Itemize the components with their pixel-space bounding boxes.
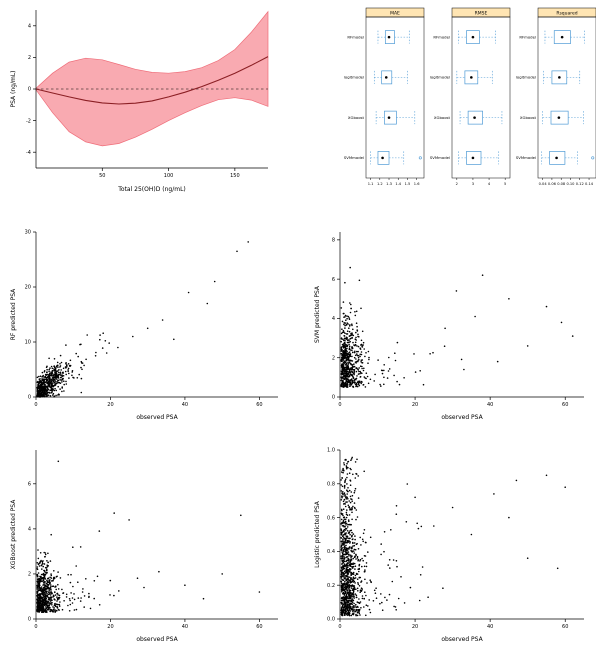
svg-text:0.10: 0.10 (566, 182, 575, 186)
svg-text:1.4: 1.4 (395, 182, 401, 186)
svg-text:logitmodel: logitmodel (344, 75, 364, 80)
svg-text:-4: -4 (26, 150, 31, 156)
svg-text:logitmodel: logitmodel (516, 75, 536, 80)
svg-text:60: 60 (256, 402, 262, 408)
svg-text:0.0: 0.0 (327, 617, 335, 623)
scatter-svg: 0 20 40 60 0 2 4 6 8 observed PSA SVM predicted PS… (314, 232, 584, 421)
svg-text:0: 0 (332, 395, 335, 401)
svg-text:20: 20 (107, 402, 113, 408)
svg-text:logitmodel: logitmodel (430, 75, 450, 80)
scatter-svg: 0 20 40 60 0.0 0.2 0.4 0.6 0.8 1.0 observed PSA Log… (314, 448, 584, 643)
svg-text:20: 20 (412, 402, 418, 408)
svg-text:0: 0 (28, 87, 31, 93)
scatter-svg: 0 20 40 60 0 10 20 30 observed PSA RF predicted P… (10, 230, 278, 421)
scatter-svm-predicted-vs-observed: 0 20 40 60 0 2 4 6 8 observed PSA SVM predicted PS… (310, 224, 594, 424)
svg-text:Total 25(OH)D (ng/mL): Total 25(OH)D (ng/mL) (117, 186, 186, 193)
svg-text:0: 0 (338, 624, 341, 630)
svg-text:20: 20 (412, 624, 418, 630)
svg-text:-2: -2 (26, 118, 31, 124)
svg-text:RFmodel: RFmodel (519, 34, 536, 39)
svg-text:XGboost: XGboost (348, 115, 365, 120)
svg-text:100: 100 (164, 173, 174, 179)
svg-text:0.14: 0.14 (585, 182, 594, 186)
svg-text:10: 10 (25, 340, 31, 346)
svg-text:3: 3 (472, 182, 474, 186)
svg-text:SVMmodel: SVMmodel (344, 155, 364, 160)
svg-text:RF predicted PSA: RF predicted PSA (10, 288, 17, 340)
svg-text:0: 0 (338, 402, 341, 408)
svg-text:1.5: 1.5 (405, 182, 411, 186)
svg-text:0.2: 0.2 (327, 583, 335, 589)
svg-text:RMSE: RMSE (475, 11, 488, 17)
svg-text:60: 60 (562, 624, 568, 630)
svg-text:2: 2 (28, 572, 31, 578)
svg-text:0.08: 0.08 (557, 182, 566, 186)
svg-text:observed PSA: observed PSA (136, 636, 178, 643)
svg-text:Rsquared: Rsquared (556, 11, 577, 17)
svg-text:observed PSA: observed PSA (441, 414, 483, 421)
svg-text:150: 150 (230, 173, 240, 179)
band-line-svg: 50 100 150 -4 -2 0 2 4 Total 25(OH)D (ng/mL) PSA … (10, 10, 269, 193)
scatter-svg: 0 20 40 60 0 2 4 6 observed PSA XGBoost predicted… (10, 450, 278, 643)
svg-text:1.6: 1.6 (414, 182, 420, 186)
svg-text:RFmodel: RFmodel (347, 34, 364, 39)
svg-text:40: 40 (487, 624, 493, 630)
svg-text:PSA (ng/mL): PSA (ng/mL) (10, 70, 17, 107)
svg-text:XGboost: XGboost (520, 115, 537, 120)
svg-text:60: 60 (256, 624, 262, 630)
model-comparison-boxplots: MAE 1.1 1.2 1.3 1.4 1.5 1.6 RFmodel logitmodel XG… (342, 2, 596, 196)
svg-text:0.06: 0.06 (548, 182, 557, 186)
svg-text:5: 5 (504, 182, 506, 186)
svg-text:6: 6 (28, 482, 31, 488)
svg-text:RFmodel: RFmodel (433, 34, 450, 39)
svg-text:1.1: 1.1 (368, 182, 374, 186)
svg-text:observed PSA: observed PSA (136, 414, 178, 421)
svg-text:2: 2 (332, 355, 335, 361)
svg-text:30: 30 (25, 230, 31, 236)
svg-text:Logistic predicted PSA: Logistic predicted PSA (314, 500, 321, 568)
svg-text:0.6: 0.6 (327, 515, 335, 521)
svg-text:40: 40 (487, 402, 493, 408)
svg-text:4: 4 (332, 316, 335, 322)
svg-text:1.0: 1.0 (327, 448, 335, 454)
svg-text:4: 4 (28, 24, 31, 30)
svg-text:1.3: 1.3 (386, 182, 392, 186)
svg-text:SVM predicted PSA: SVM predicted PSA (314, 285, 321, 343)
svg-text:40: 40 (182, 402, 188, 408)
svg-text:0: 0 (34, 624, 37, 630)
svg-text:XGboost: XGboost (434, 115, 451, 120)
svg-text:0: 0 (28, 395, 31, 401)
svg-text:0.12: 0.12 (576, 182, 584, 186)
svg-text:MAE: MAE (390, 11, 400, 17)
svg-text:60: 60 (562, 402, 568, 408)
svg-text:4: 4 (488, 182, 491, 186)
svg-text:20: 20 (25, 285, 31, 291)
svg-text:1.2: 1.2 (377, 182, 383, 186)
svg-text:SVMmodel: SVMmodel (430, 155, 450, 160)
svg-text:observed PSA: observed PSA (441, 636, 483, 643)
svg-text:4: 4 (28, 527, 31, 533)
svg-text:20: 20 (107, 624, 113, 630)
spline-ci-plot: 50 100 150 -4 -2 0 2 4 Total 25(OH)D (ng/mL) PSA … (6, 4, 278, 196)
svg-text:0.04: 0.04 (539, 182, 548, 186)
svg-text:0.8: 0.8 (327, 482, 335, 488)
scatter-xgboost-predicted-vs-observed: 0 20 40 60 0 2 4 6 observed PSA XGBoost predicted… (6, 442, 288, 646)
scatter-rf-predicted-vs-observed: 0 20 40 60 0 10 20 30 observed PSA RF predicted P… (6, 224, 288, 424)
svg-text:8: 8 (332, 238, 335, 244)
svg-text:SVMmodel: SVMmodel (516, 155, 536, 160)
svg-text:6: 6 (332, 277, 335, 283)
svg-text:0.4: 0.4 (327, 549, 335, 555)
svg-text:0: 0 (28, 617, 31, 623)
svg-text:40: 40 (182, 624, 188, 630)
svg-text:XGBoost predicted PSA: XGBoost predicted PSA (10, 499, 17, 570)
svg-text:2: 2 (456, 182, 458, 186)
svg-text:0: 0 (34, 402, 37, 408)
scatter-logistic-predicted-vs-observed: 0 20 40 60 0.0 0.2 0.4 0.6 0.8 1.0 observed PSA Log… (310, 442, 594, 646)
svg-text:2: 2 (28, 55, 31, 61)
boxplot-panels-svg: MAE 1.1 1.2 1.3 1.4 1.5 1.6 RFmodel logitmodel XG… (344, 7, 596, 186)
svg-text:50: 50 (99, 173, 105, 179)
